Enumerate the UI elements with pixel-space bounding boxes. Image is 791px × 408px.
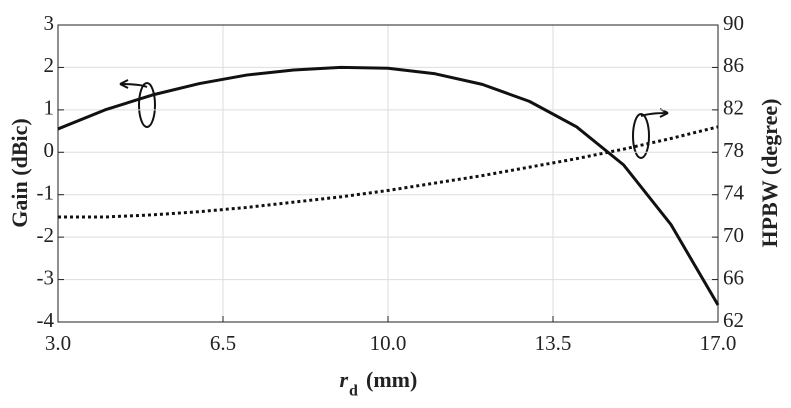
y-tick-label: 0: [44, 138, 55, 162]
y-tick-label: -3: [37, 265, 55, 289]
y-tick-label: 1: [44, 96, 55, 120]
x-tick-label: 6.5: [210, 331, 236, 355]
y2-tick-label: 62: [723, 308, 744, 332]
axis-indicator-ellipse: [138, 82, 156, 128]
axis-indicator-arrow: [119, 83, 148, 88]
annotations: [119, 79, 669, 159]
series-line: [58, 125, 719, 219]
y-tick-label: -4: [37, 308, 55, 332]
y2-tick-label: 70: [723, 223, 744, 247]
y-tick-label: -2: [37, 223, 55, 247]
x-label-unit: (mm): [366, 367, 417, 392]
y-tick-label: 2: [44, 53, 55, 77]
x-tick-label: 3.0: [45, 331, 71, 355]
y2-axis-label: HPBW (degree): [757, 99, 782, 248]
axis-indicator-ellipse: [632, 113, 650, 159]
y2-tick-label: 82: [723, 96, 744, 120]
plot-frame: [57, 24, 719, 323]
y2-tick-label: 86: [723, 53, 744, 77]
x-label-symbol: r: [339, 367, 348, 392]
y2-tick-label: 90: [723, 11, 744, 35]
y-tick-label: -1: [37, 181, 55, 205]
y-axis-label: Gain (dBic): [7, 118, 32, 227]
y2-tick-label: 78: [723, 138, 744, 162]
x-label-subscript: d: [349, 383, 358, 400]
x-tick-label: 17.0: [700, 331, 737, 355]
y-tick-label: 3: [44, 11, 55, 35]
x-tick-label: 13.5: [535, 331, 572, 355]
y2-tick-label: 66: [723, 265, 744, 289]
x-tick-label: 10.0: [370, 331, 407, 355]
y2-tick-label: 74: [723, 181, 745, 205]
arrow-head: [119, 79, 129, 89]
axis-indicator-arrow: [640, 112, 669, 117]
x-axis-label: r d (mm): [339, 367, 417, 400]
